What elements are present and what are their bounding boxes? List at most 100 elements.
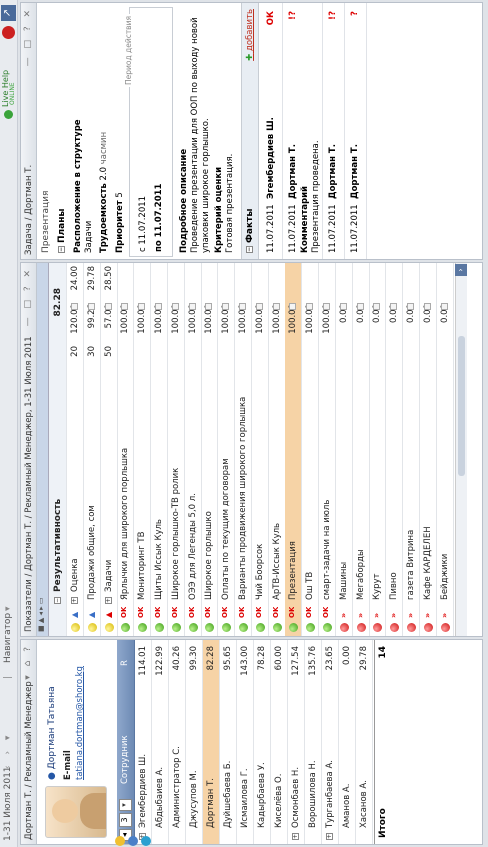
expand-icon[interactable]: + bbox=[326, 833, 333, 840]
indicator-row[interactable]: » газета Витрина 0.00 bbox=[403, 263, 420, 636]
period-nav-arrows[interactable]: ‹ › ▾ bbox=[3, 731, 13, 769]
expand-icon[interactable]: + bbox=[292, 833, 299, 840]
indicator-row[interactable]: OK Варианты продвижения широкого горлышка… bbox=[235, 263, 252, 636]
indicator-row[interactable]: OK Презентация 100.00 bbox=[285, 263, 303, 636]
indicator-row[interactable]: » Курут 0.00 bbox=[369, 263, 387, 636]
expand-icon[interactable]: + bbox=[104, 597, 112, 604]
row-checkbox[interactable] bbox=[323, 303, 330, 310]
page-selector[interactable]: 3 bbox=[119, 813, 132, 827]
indicator-row[interactable]: » Мегаборды 0.00 bbox=[352, 263, 370, 636]
row-checkbox[interactable] bbox=[188, 303, 196, 310]
employee-row[interactable]: Абдыбаиев А. 122.99 bbox=[152, 640, 169, 844]
navigator-dropdown-icon[interactable]: ▾ bbox=[3, 606, 13, 611]
row-checkbox[interactable] bbox=[373, 303, 381, 310]
fact-person: Дортман Т. bbox=[328, 144, 338, 199]
live-help-icon[interactable] bbox=[4, 110, 13, 119]
row-checkbox[interactable] bbox=[205, 303, 213, 310]
fact-item[interactable]: 11.07.2011 Дортман Т.!? bbox=[323, 3, 345, 259]
panel-controls-icon[interactable]: — □ ? ✕ bbox=[23, 267, 33, 327]
row-checkbox[interactable] bbox=[356, 303, 364, 310]
row-checkbox[interactable] bbox=[440, 303, 448, 310]
row-checkbox[interactable] bbox=[407, 303, 414, 310]
employee-row[interactable]: Исмаилова Г. 143.00 bbox=[237, 640, 254, 844]
result-row[interactable]: − Результативность 82.28 bbox=[49, 263, 67, 636]
indicator-row[interactable]: OK Широкое горлышко 100.00 bbox=[201, 263, 219, 636]
row-checkbox[interactable] bbox=[339, 303, 347, 310]
employees-panel-header: Дортман Т. / Рекламный Менеджер ▾ ⌂ ? bbox=[21, 640, 37, 844]
indicator-row[interactable]: » Машины 0.00 bbox=[335, 263, 353, 636]
fact-item[interactable]: 11.07.2011 Дортман Т.!? Комментарий Презент… bbox=[283, 3, 323, 259]
indicator-name: Пивно bbox=[389, 572, 400, 600]
help-icon[interactable] bbox=[141, 836, 151, 846]
indicator-row[interactable]: » Бейджики 0.00 bbox=[436, 263, 454, 636]
email-link[interactable]: tatiana.dortman@shoro.kg bbox=[75, 666, 85, 780]
row-checkbox[interactable] bbox=[289, 303, 297, 310]
navigator-button[interactable]: Навигатор bbox=[3, 612, 13, 663]
indicator-row[interactable]: OK Широкое горлышко-ТВ ролик 100.00 bbox=[167, 263, 185, 636]
column-toggle-icons[interactable]: ■ ▲ ◂ ▸ ▭ bbox=[37, 597, 45, 632]
exit-icon[interactable]: ↗ bbox=[1, 5, 16, 21]
row-checkbox[interactable] bbox=[272, 303, 280, 310]
facts-section[interactable]: −Факты bbox=[245, 208, 255, 253]
employee-row[interactable]: Аманов А. 0.00 bbox=[339, 640, 356, 844]
row-checkbox[interactable] bbox=[104, 303, 112, 310]
record-icon[interactable] bbox=[2, 26, 15, 39]
indicator-row[interactable]: ▲ + Оценка 20 120.00 24.00 bbox=[67, 263, 84, 636]
row-checkbox[interactable] bbox=[423, 303, 431, 310]
tip-icon[interactable] bbox=[115, 836, 125, 846]
indicator-row[interactable]: ▲ + Задачи 50 57.00 28.50 bbox=[100, 263, 118, 636]
row-checkbox[interactable] bbox=[390, 303, 398, 310]
indicator-row[interactable]: OK Ош ТВ 100.00 bbox=[302, 263, 320, 636]
panel-controls-icon[interactable]: ▾ ⌂ ? bbox=[23, 644, 33, 680]
expand-icon[interactable]: − bbox=[54, 597, 61, 604]
employee-row[interactable]: Хасанов А. 29.78 bbox=[356, 640, 373, 844]
date-range-label[interactable]: 1-31 Июля 2011 bbox=[3, 766, 13, 841]
employee-row[interactable]: + Осмонбаев Н. 127.54 bbox=[288, 640, 305, 844]
col-r[interactable]: R bbox=[120, 660, 130, 666]
indicator-row[interactable]: » Пивно 0.00 bbox=[386, 263, 404, 636]
task-panel-title: Задача / Дортман Т. bbox=[24, 164, 34, 255]
indicator-row[interactable]: » Кафе КАРДЕЛЕН 0.00 bbox=[419, 263, 437, 636]
employee-row[interactable]: Ворошилова Н. 135.76 bbox=[305, 640, 322, 844]
row-checkbox[interactable] bbox=[87, 303, 95, 310]
row-checkbox[interactable] bbox=[306, 303, 314, 310]
indicator-row[interactable]: OK Чий Боорсок 100.00 bbox=[251, 263, 269, 636]
row-checkbox[interactable] bbox=[155, 303, 162, 310]
indicator-row[interactable]: OK Оплаты по текущим договорам 100.00 bbox=[218, 263, 236, 636]
row-checkbox[interactable] bbox=[255, 303, 263, 310]
indicator-row[interactable]: OK ОЭЭ для Легенды 5,0 л. 100.00 bbox=[184, 263, 202, 636]
fact-item[interactable]: 11.07.2011 Эгембердиев Ш. ОК bbox=[261, 3, 283, 259]
employee-row[interactable]: Киселёва О. 60.00 bbox=[271, 640, 288, 844]
indicator-row[interactable]: OK Мониторинг ТВ 100.00 bbox=[134, 263, 152, 636]
indicator-row[interactable]: OK АрТВ-Иссык Куль 100.00 bbox=[268, 263, 286, 636]
employee-row[interactable]: + Турганбаева А. 23.65 bbox=[322, 640, 339, 844]
row-checkbox[interactable] bbox=[138, 303, 146, 310]
indicator-row[interactable]: OK смарт-задачи на июль 100.00 bbox=[319, 263, 336, 636]
fact-item[interactable]: 11.07.2011 Дортман Т.? bbox=[345, 3, 367, 259]
employee-row[interactable]: Кадырбаева У. 78.28 bbox=[254, 640, 271, 844]
indicator-row[interactable]: OK Ярлычки для широкого порльшка 100.00 bbox=[117, 263, 135, 636]
row-checkbox[interactable] bbox=[71, 303, 78, 310]
scroll-right-icon[interactable]: › bbox=[455, 264, 467, 276]
employee-row[interactable]: Дортман Т. 82.28 bbox=[203, 640, 220, 844]
page-dropdown-icon[interactable]: ▾ bbox=[119, 799, 132, 811]
row-checkbox[interactable] bbox=[121, 303, 129, 310]
horizontal-scrollbar[interactable] bbox=[455, 263, 467, 636]
add-fact-link[interactable]: ✚ добавить bbox=[245, 9, 255, 61]
indicator-row[interactable]: OK Щиты Иссык Куль 100.00 bbox=[151, 263, 168, 636]
panel-controls-icon[interactable]: — □ ? ✕ bbox=[23, 7, 33, 67]
expand-icon[interactable]: + bbox=[71, 597, 78, 604]
row-checkbox[interactable] bbox=[171, 303, 179, 310]
employee-row[interactable]: Администратор С. 40.26 bbox=[169, 640, 186, 844]
col-employee[interactable]: Сотрудник bbox=[120, 735, 130, 784]
info-icon[interactable] bbox=[128, 836, 138, 846]
row-checkbox[interactable] bbox=[239, 303, 246, 310]
employee-row[interactable]: Джусупов М. 99.30 bbox=[186, 640, 203, 844]
row-checkbox[interactable] bbox=[222, 303, 230, 310]
status-dot-icon bbox=[239, 623, 248, 632]
employee-row[interactable]: +Эгембердиев Ш.114.01 bbox=[135, 640, 152, 844]
plans-section[interactable]: −Планы bbox=[57, 208, 67, 253]
indicator-row[interactable]: ▲ Продажи общие, сом 30 99.26 29.78 bbox=[83, 263, 101, 636]
employee-name: Осмонбаев Н. bbox=[291, 766, 301, 828]
employee-row[interactable]: Дуйшебаева Б. 95.65 bbox=[220, 640, 237, 844]
